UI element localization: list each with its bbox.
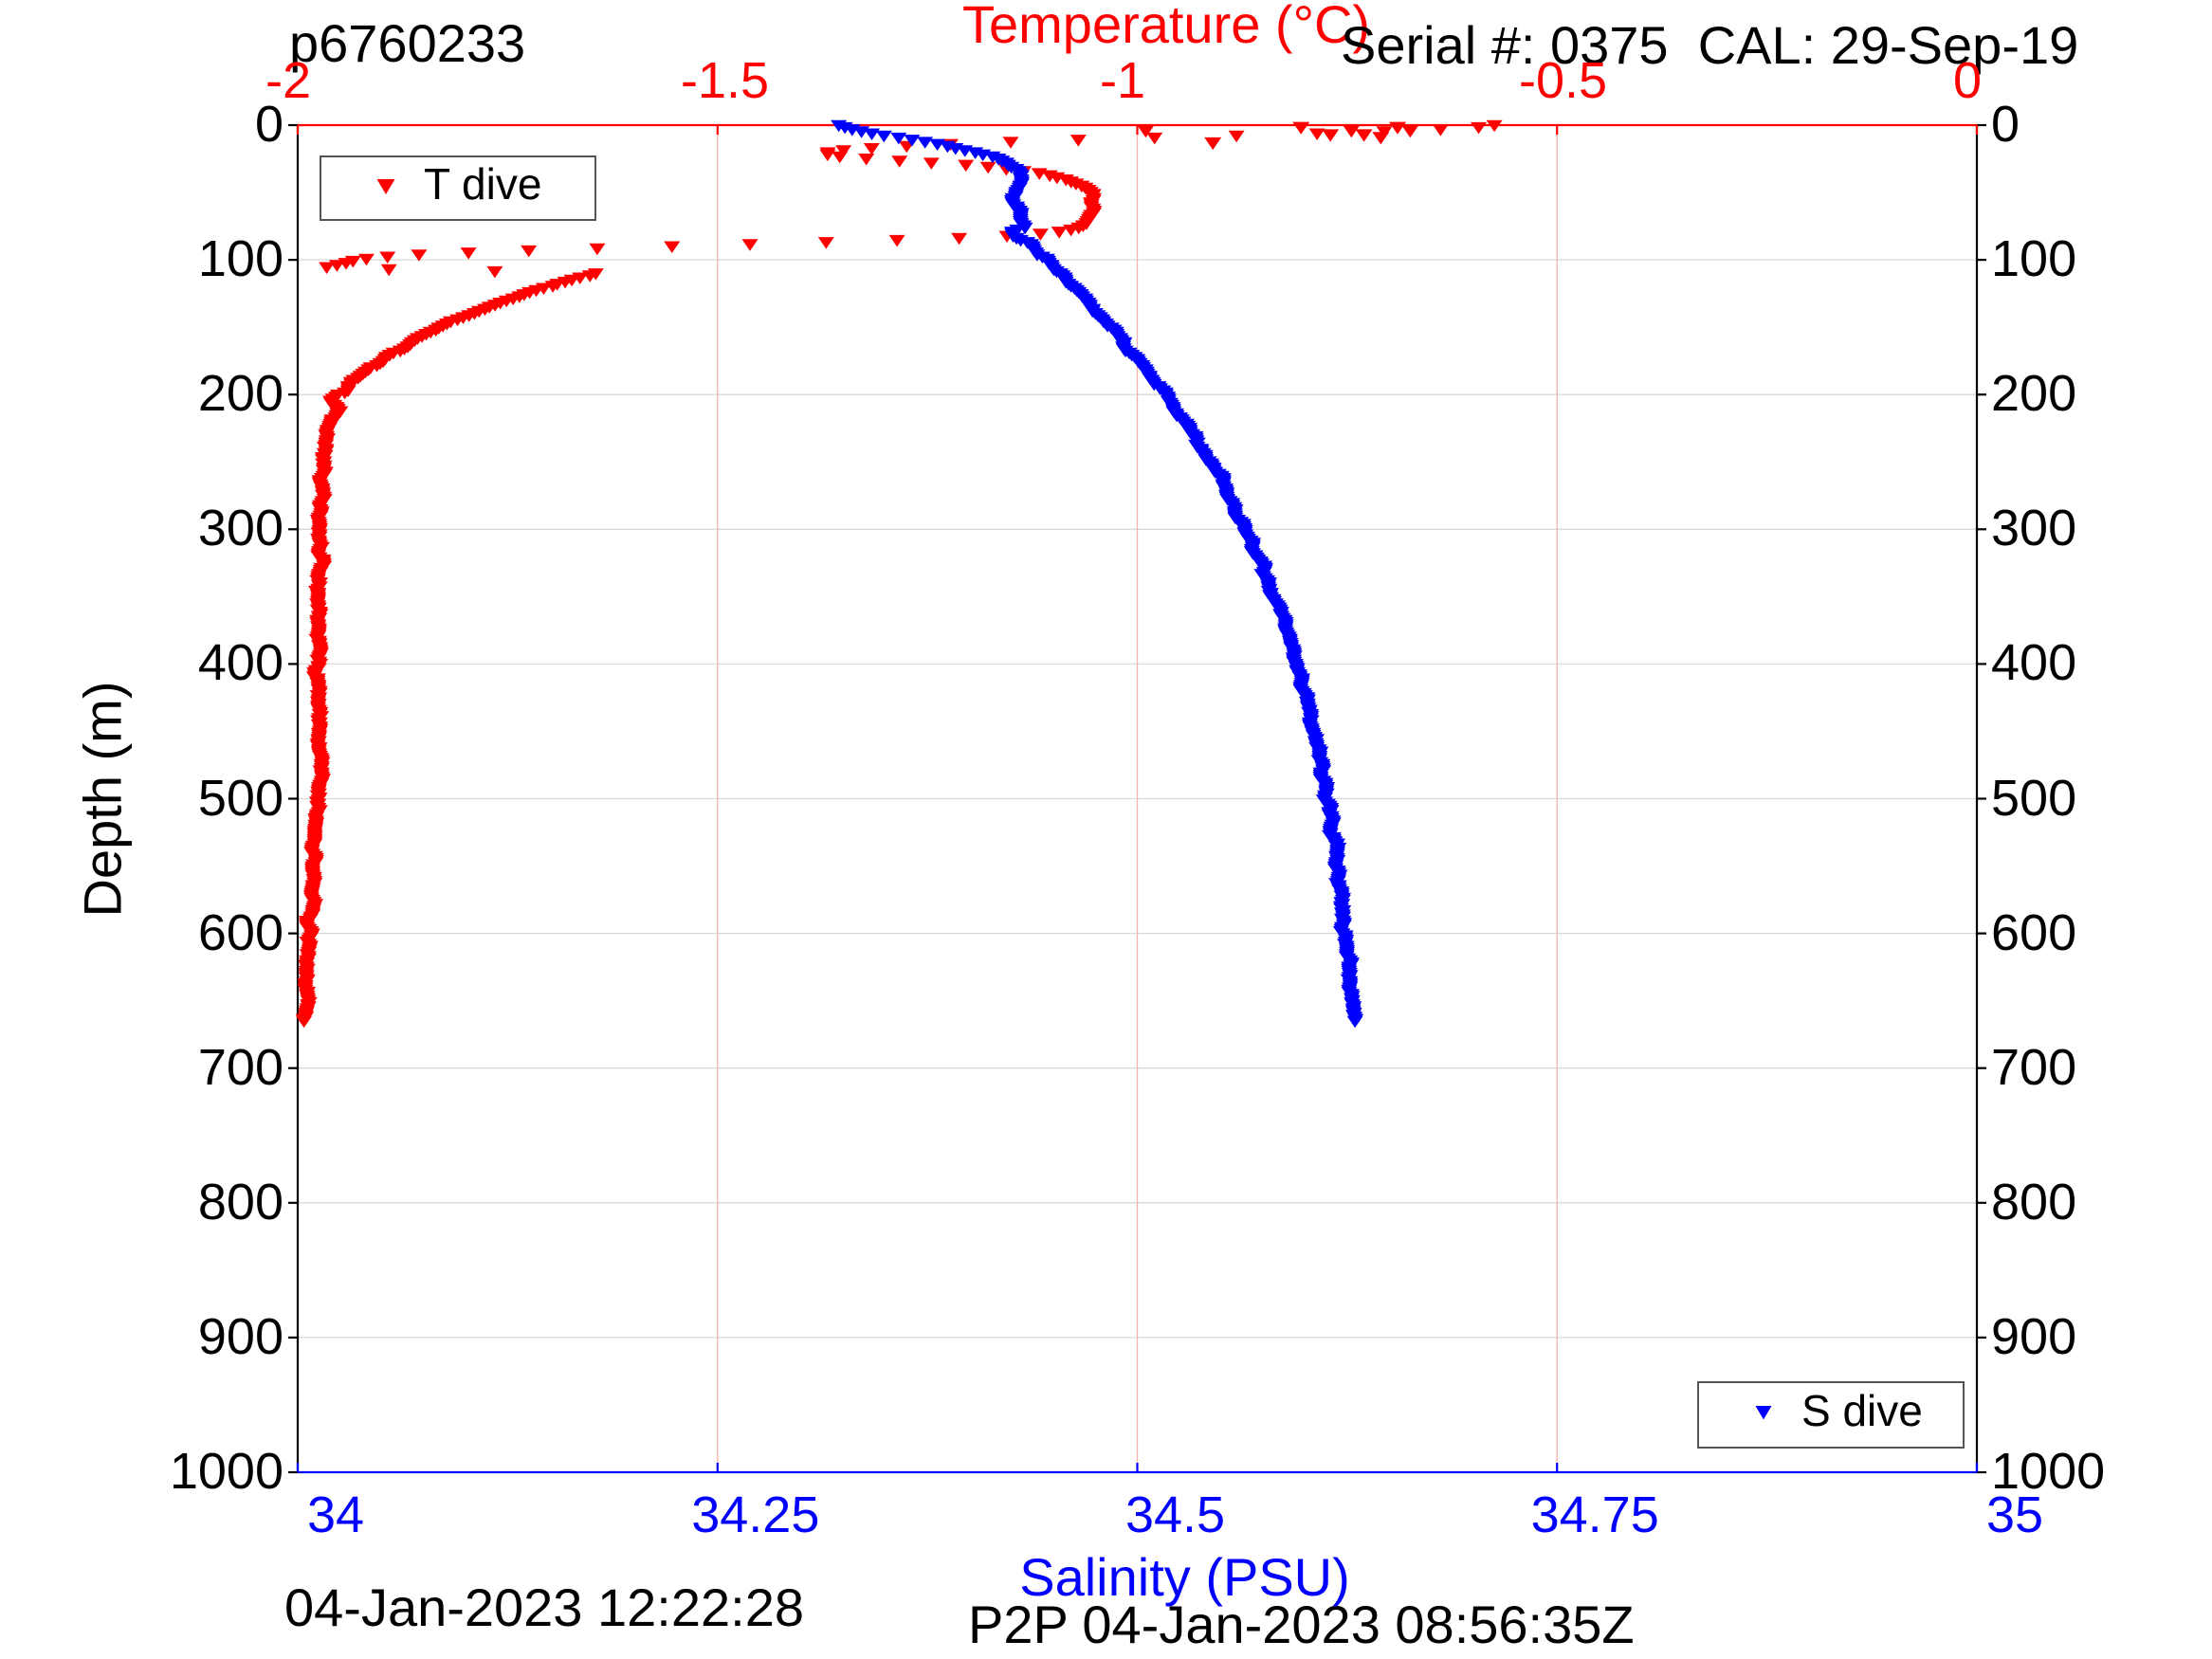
svg-text:S dive: S dive — [1801, 1386, 1923, 1435]
svg-text:T dive: T dive — [424, 159, 541, 209]
